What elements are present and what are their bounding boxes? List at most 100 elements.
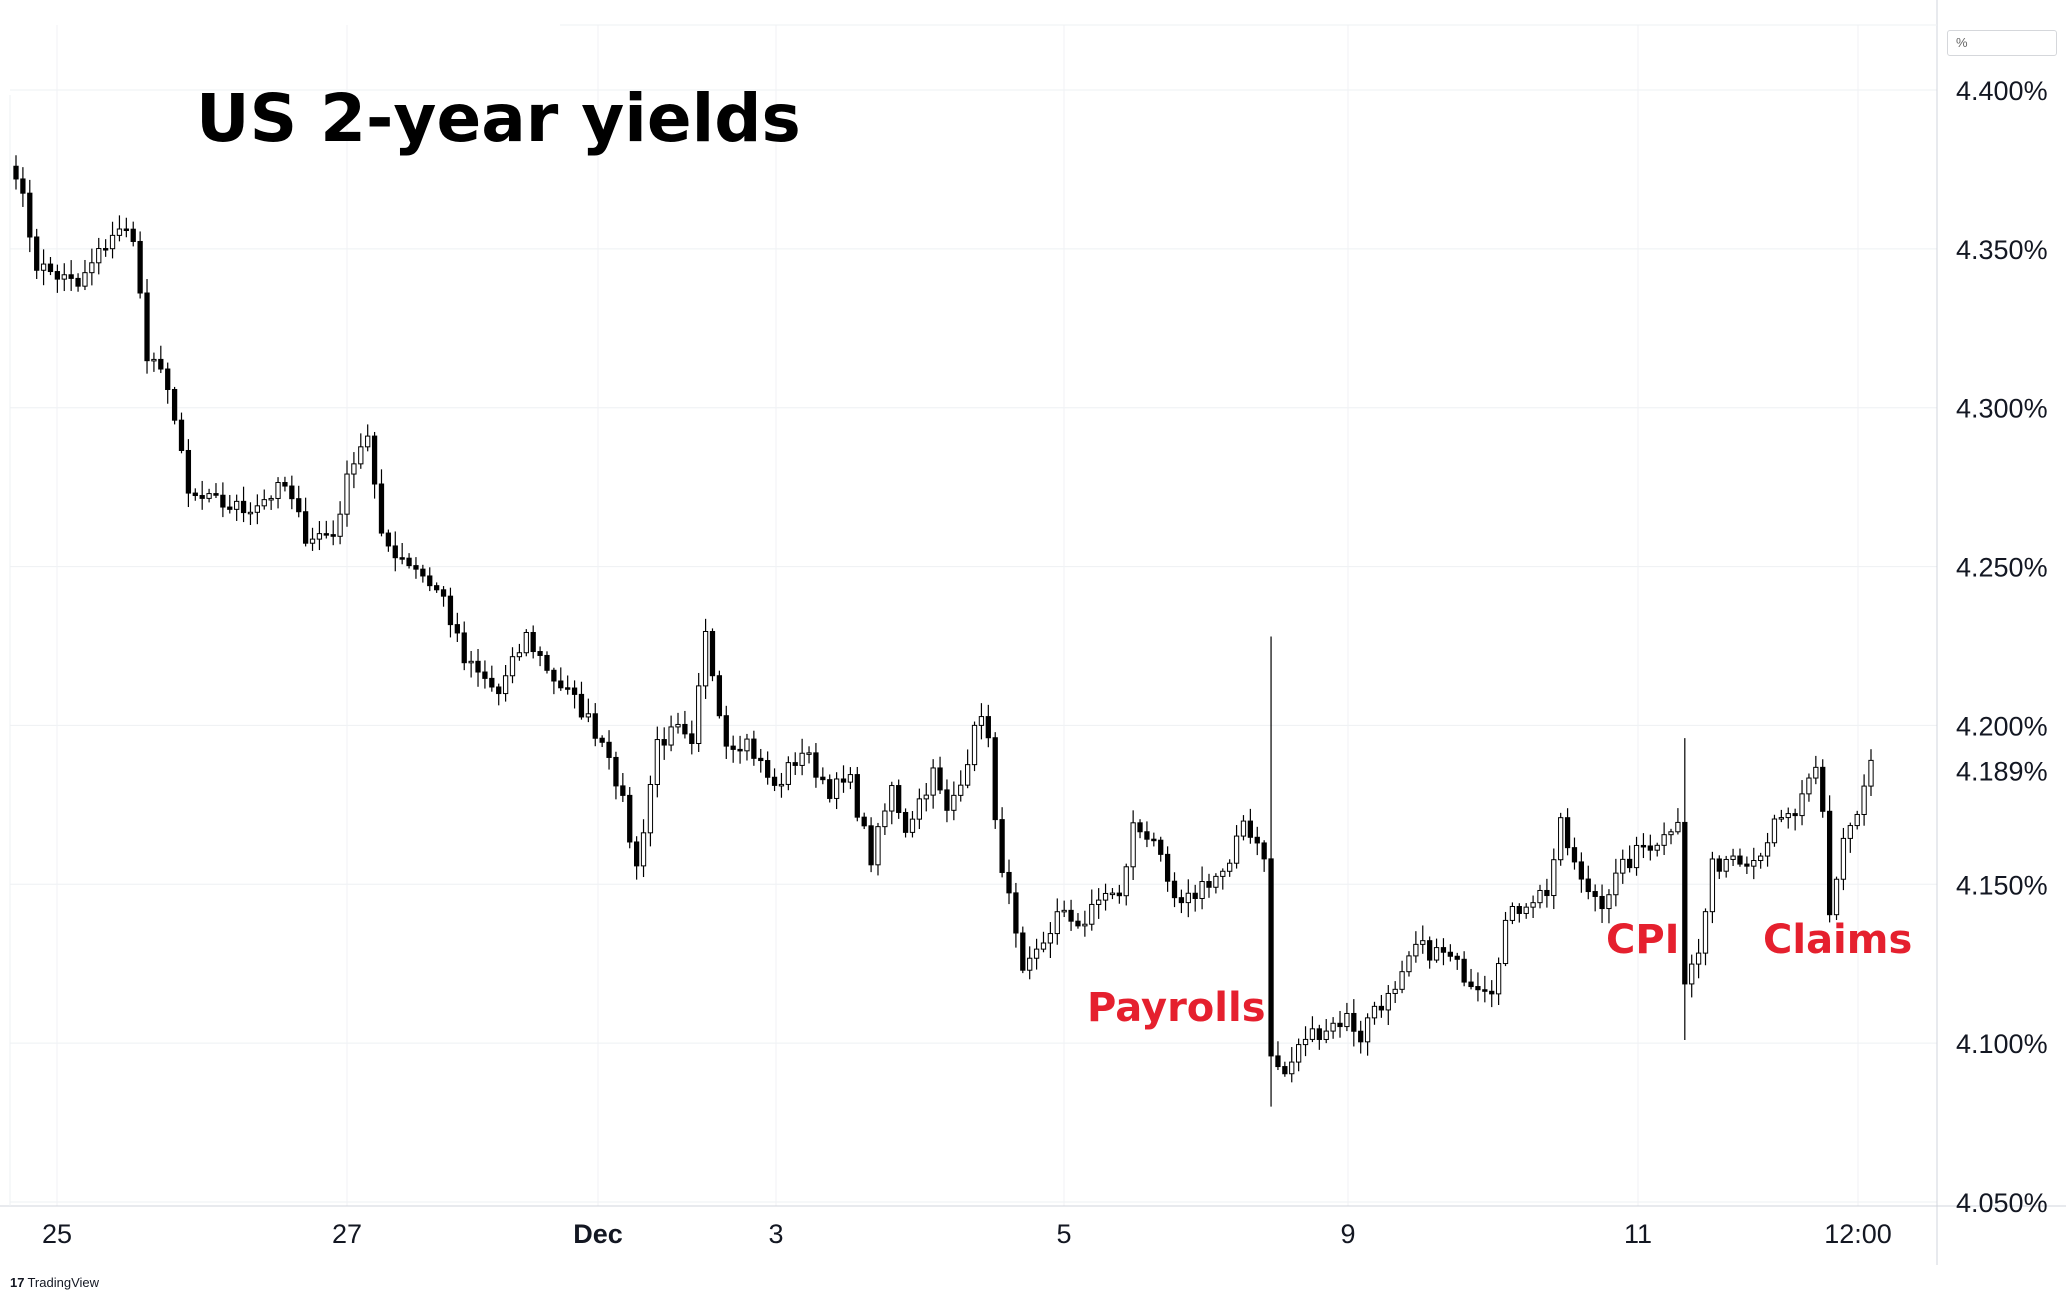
candle-up [1413, 943, 1419, 957]
candle-up [1061, 909, 1067, 913]
candle-up [1847, 825, 1853, 839]
candle-down [1427, 940, 1433, 961]
candle-down [192, 492, 198, 497]
candle-up [337, 513, 343, 537]
candle-down [240, 500, 247, 514]
candle-down [440, 589, 447, 597]
candle-up [1606, 894, 1612, 910]
candle-down [68, 274, 74, 279]
annotation-payrolls: Payrolls [1087, 985, 1266, 1031]
tradingview-logo: 17 TradingView [10, 1275, 100, 1290]
candle-down [1068, 909, 1074, 922]
candle-down [54, 271, 61, 280]
candle-down [565, 687, 571, 690]
candle-down [1578, 861, 1585, 880]
candle-up [1785, 813, 1791, 819]
candle-down [751, 738, 757, 759]
candle-up [1199, 881, 1205, 899]
candle-up [502, 675, 509, 695]
candle-up [930, 767, 936, 796]
candle-up [1751, 860, 1757, 867]
candle-down [213, 493, 219, 496]
candle-up [916, 798, 923, 820]
candle-up [1558, 817, 1564, 861]
candle-up [1082, 923, 1088, 927]
candle-down [75, 277, 81, 287]
candle-up [109, 234, 116, 250]
candle-down [1151, 838, 1157, 842]
unit-selector[interactable]: % [1947, 30, 2057, 56]
last-value-label: 4.189% [1956, 756, 2048, 786]
candle-up [1102, 892, 1109, 901]
candle-up [1840, 837, 1847, 880]
candle-down [861, 816, 867, 827]
x-tick-label: Dec [573, 1219, 623, 1249]
candle-down [613, 756, 619, 787]
candle-down [854, 774, 860, 818]
candle-up [1033, 948, 1040, 959]
candle-up [309, 538, 316, 544]
candlestick-series [13, 155, 1874, 1107]
candle-up [1537, 889, 1543, 904]
candle-up [1302, 1038, 1309, 1046]
x-axis-ticks: 25 27 Dec 3 5 9 11 12:00 [42, 1219, 1892, 1249]
candle-down [482, 671, 488, 679]
candle-down [896, 785, 902, 813]
candle-up [1709, 858, 1716, 913]
candle-down [330, 534, 336, 537]
candle-up [82, 272, 88, 287]
candle-down [1268, 858, 1274, 1057]
candle-up [1027, 957, 1033, 971]
candle-up [1054, 911, 1060, 935]
candle-down [392, 545, 398, 559]
candle-down [1792, 813, 1798, 817]
candle-up [1723, 858, 1729, 872]
candle-down [1447, 951, 1453, 957]
y-tick-label: 4.250% [1956, 553, 2048, 583]
candle-down [1599, 895, 1605, 910]
candle-down [1006, 871, 1012, 894]
candle-down [413, 565, 419, 570]
candle-up [1089, 903, 1095, 925]
candle-up [1502, 919, 1509, 965]
candle-down [551, 669, 557, 682]
candle-down [558, 680, 564, 689]
candle-down [447, 595, 454, 626]
y-axis-ticks: 4.400% 4.350% 4.300% 4.250% 4.200% 4.150% 4.10… [1956, 76, 2048, 1218]
y-tick-label: 4.300% [1956, 394, 2048, 424]
candle-up [1240, 820, 1247, 837]
candle-up [923, 794, 929, 800]
candle-up [978, 716, 985, 726]
candle-down [944, 789, 950, 811]
y-tick-label: 4.150% [1956, 870, 2048, 900]
candle-up [1040, 942, 1047, 950]
candle-up [247, 511, 254, 515]
candle-down [1440, 947, 1447, 953]
candle-down [434, 585, 440, 591]
candle-down [599, 737, 605, 743]
candle-up [275, 482, 281, 499]
candle-down [1571, 847, 1578, 863]
candle-up [316, 533, 323, 540]
candle-up [1695, 952, 1702, 965]
candle-down [1737, 855, 1743, 865]
candle-down [827, 779, 833, 799]
candle-up [654, 739, 660, 785]
candle-down [385, 532, 392, 547]
candle-down [758, 757, 764, 762]
candle-up [1289, 1061, 1295, 1075]
candle-down [1592, 891, 1598, 897]
candle-down [689, 733, 695, 745]
candle-up [1668, 831, 1674, 836]
candle-up [1730, 855, 1736, 860]
candle-down [771, 776, 778, 786]
unit-label: % [1956, 35, 1968, 50]
x-tick-label: 11 [1624, 1219, 1652, 1249]
candle-up [1123, 866, 1129, 897]
candle-up [971, 724, 978, 766]
candle-down [227, 506, 233, 510]
candle-up [509, 656, 516, 677]
y-tick-label: 4.400% [1956, 76, 2048, 106]
candle-down [1454, 955, 1460, 960]
candle-up [1771, 818, 1778, 844]
